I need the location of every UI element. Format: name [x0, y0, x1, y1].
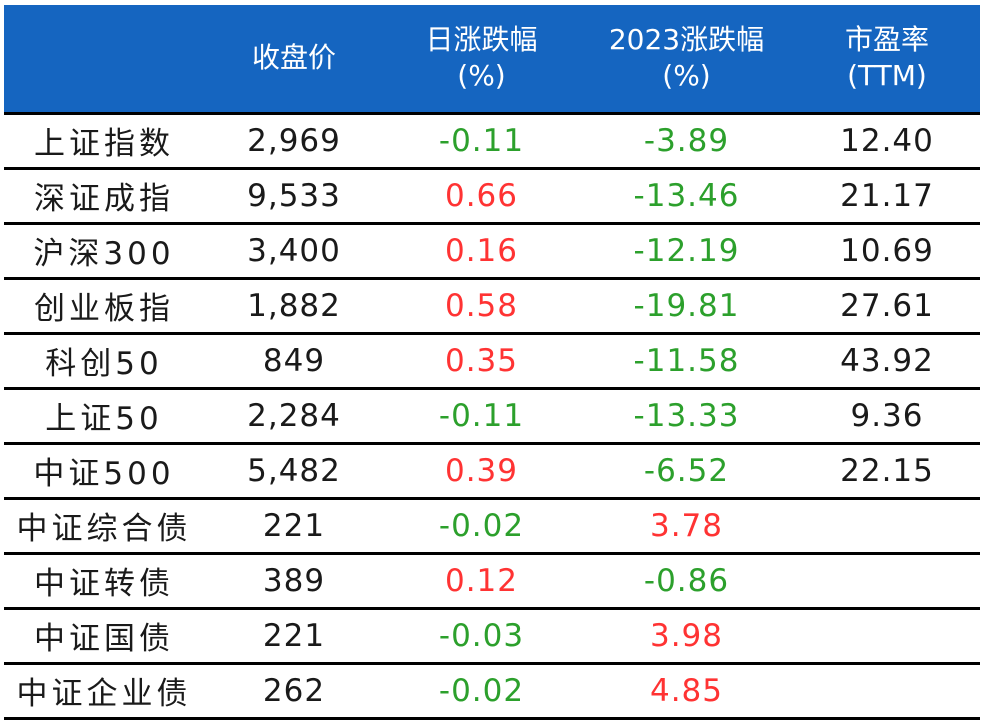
daily-change-cell: -0.11	[438, 397, 525, 434]
daily-change-cell: 0.35	[444, 342, 519, 379]
close-price-cell: 3,400	[247, 232, 341, 269]
daily-change-cell: 0.16	[444, 232, 519, 269]
table-row: 上证50 2,284 -0.11 -13.33 9.36	[4, 388, 980, 443]
pe-ratio-cell: 27.61	[840, 287, 934, 324]
index-name-cell: 中证国债	[34, 621, 174, 657]
header-close-label: 收盘价	[251, 41, 336, 75]
daily-change-cell: 0.58	[444, 287, 519, 324]
table-row: 深证成指 9,533 0.66 -13.46 21.17	[4, 168, 980, 223]
table-row: 沪深300 3,400 0.16 -12.19 10.69	[4, 223, 980, 278]
pe-ratio-cell	[794, 663, 980, 718]
header-daily-change: 日涨跌幅 (%)	[384, 5, 579, 113]
table-row: 中证企业债 262 -0.02 4.85	[4, 663, 980, 718]
header-daily-change-label: 日涨跌幅	[425, 23, 538, 57]
ytd-change-cell: -0.86	[643, 562, 730, 599]
index-name-cell: 上证50	[45, 401, 163, 437]
daily-change-cell: 0.39	[444, 452, 519, 489]
close-price-cell: 262	[262, 672, 326, 709]
ytd-change-cell: -11.58	[633, 342, 740, 379]
ytd-change-cell: -19.81	[633, 287, 740, 324]
index-name-cell: 沪深300	[33, 236, 175, 272]
table-body: 上证指数 2,969 -0.11 -3.89 12.40 深证成指 9,533 0.66 -13…	[4, 113, 980, 718]
close-price-cell: 1,882	[247, 287, 341, 324]
pe-ratio-cell: 21.17	[840, 177, 934, 214]
index-performance-table: 收盘价 日涨跌幅 (%) 2023涨跌幅 (%) 市盈率 (TTM) 上证指数 2…	[4, 5, 980, 720]
table-row: 中证国债 221 -0.03 3.98	[4, 608, 980, 663]
ytd-change-cell: -3.89	[643, 122, 730, 159]
daily-change-cell: -0.02	[438, 507, 525, 544]
header-name	[4, 5, 204, 113]
ytd-change-cell: -6.52	[643, 452, 730, 489]
close-price-cell: 2,969	[247, 122, 341, 159]
ytd-change-cell: 3.78	[649, 507, 724, 544]
close-price-cell: 221	[262, 617, 326, 654]
ytd-change-cell: 4.85	[649, 672, 724, 709]
close-price-cell: 221	[262, 507, 326, 544]
index-name-cell: 科创50	[45, 346, 163, 382]
table-row: 科创50 849 0.35 -11.58 43.92	[4, 333, 980, 388]
daily-change-cell: -0.02	[438, 672, 525, 709]
index-name-cell: 上证指数	[34, 126, 174, 162]
ytd-change-cell: -13.46	[633, 177, 740, 214]
table-header: 收盘价 日涨跌幅 (%) 2023涨跌幅 (%) 市盈率 (TTM)	[4, 5, 980, 113]
daily-change-cell: 0.12	[444, 562, 519, 599]
daily-change-cell: -0.11	[438, 122, 525, 159]
header-pe-label: 市盈率	[844, 23, 929, 57]
header-ytd-change-unit: (%)	[662, 59, 711, 93]
index-name-cell: 中证企业债	[16, 676, 192, 712]
header-ytd-change: 2023涨跌幅 (%)	[579, 5, 794, 113]
pe-ratio-cell: 9.36	[850, 397, 924, 434]
table-row: 中证500 5,482 0.39 -6.52 22.15	[4, 443, 980, 498]
ytd-change-cell: 3.98	[649, 617, 724, 654]
close-price-cell: 389	[262, 562, 326, 599]
header-pe: 市盈率 (TTM)	[794, 5, 980, 113]
header-daily-change-unit: (%)	[457, 59, 506, 93]
table-row: 中证转债 389 0.12 -0.86	[4, 553, 980, 608]
table-row: 上证指数 2,969 -0.11 -3.89 12.40	[4, 113, 980, 168]
ytd-change-cell: -13.33	[633, 397, 740, 434]
daily-change-cell: 0.66	[444, 177, 519, 214]
pe-ratio-cell	[794, 498, 980, 553]
close-price-cell: 5,482	[247, 452, 341, 489]
pe-ratio-cell: 43.92	[840, 342, 934, 379]
header-row: 收盘价 日涨跌幅 (%) 2023涨跌幅 (%) 市盈率 (TTM)	[4, 5, 980, 113]
ytd-change-cell: -12.19	[633, 232, 740, 269]
daily-change-cell: -0.03	[438, 617, 525, 654]
table-row: 创业板指 1,882 0.58 -19.81 27.61	[4, 278, 980, 333]
pe-ratio-cell: 22.15	[840, 452, 934, 489]
pe-ratio-cell: 10.69	[840, 232, 934, 269]
index-name-cell: 中证500	[33, 456, 175, 492]
header-close: 收盘价	[204, 5, 384, 113]
index-name-cell: 深证成指	[34, 181, 174, 217]
index-name-cell: 中证综合债	[16, 511, 192, 547]
header-ytd-change-label: 2023涨跌幅	[608, 23, 765, 57]
pe-ratio-cell	[794, 553, 980, 608]
index-name-cell: 创业板指	[34, 291, 174, 327]
close-price-cell: 2,284	[247, 397, 341, 434]
pe-ratio-cell: 12.40	[840, 122, 934, 159]
header-pe-unit: (TTM)	[847, 59, 927, 93]
index-name-cell: 中证转债	[34, 566, 174, 602]
table-row: 中证综合债 221 -0.02 3.78	[4, 498, 980, 553]
close-price-cell: 849	[262, 342, 326, 379]
pe-ratio-cell	[794, 608, 980, 663]
close-price-cell: 9,533	[247, 177, 341, 214]
